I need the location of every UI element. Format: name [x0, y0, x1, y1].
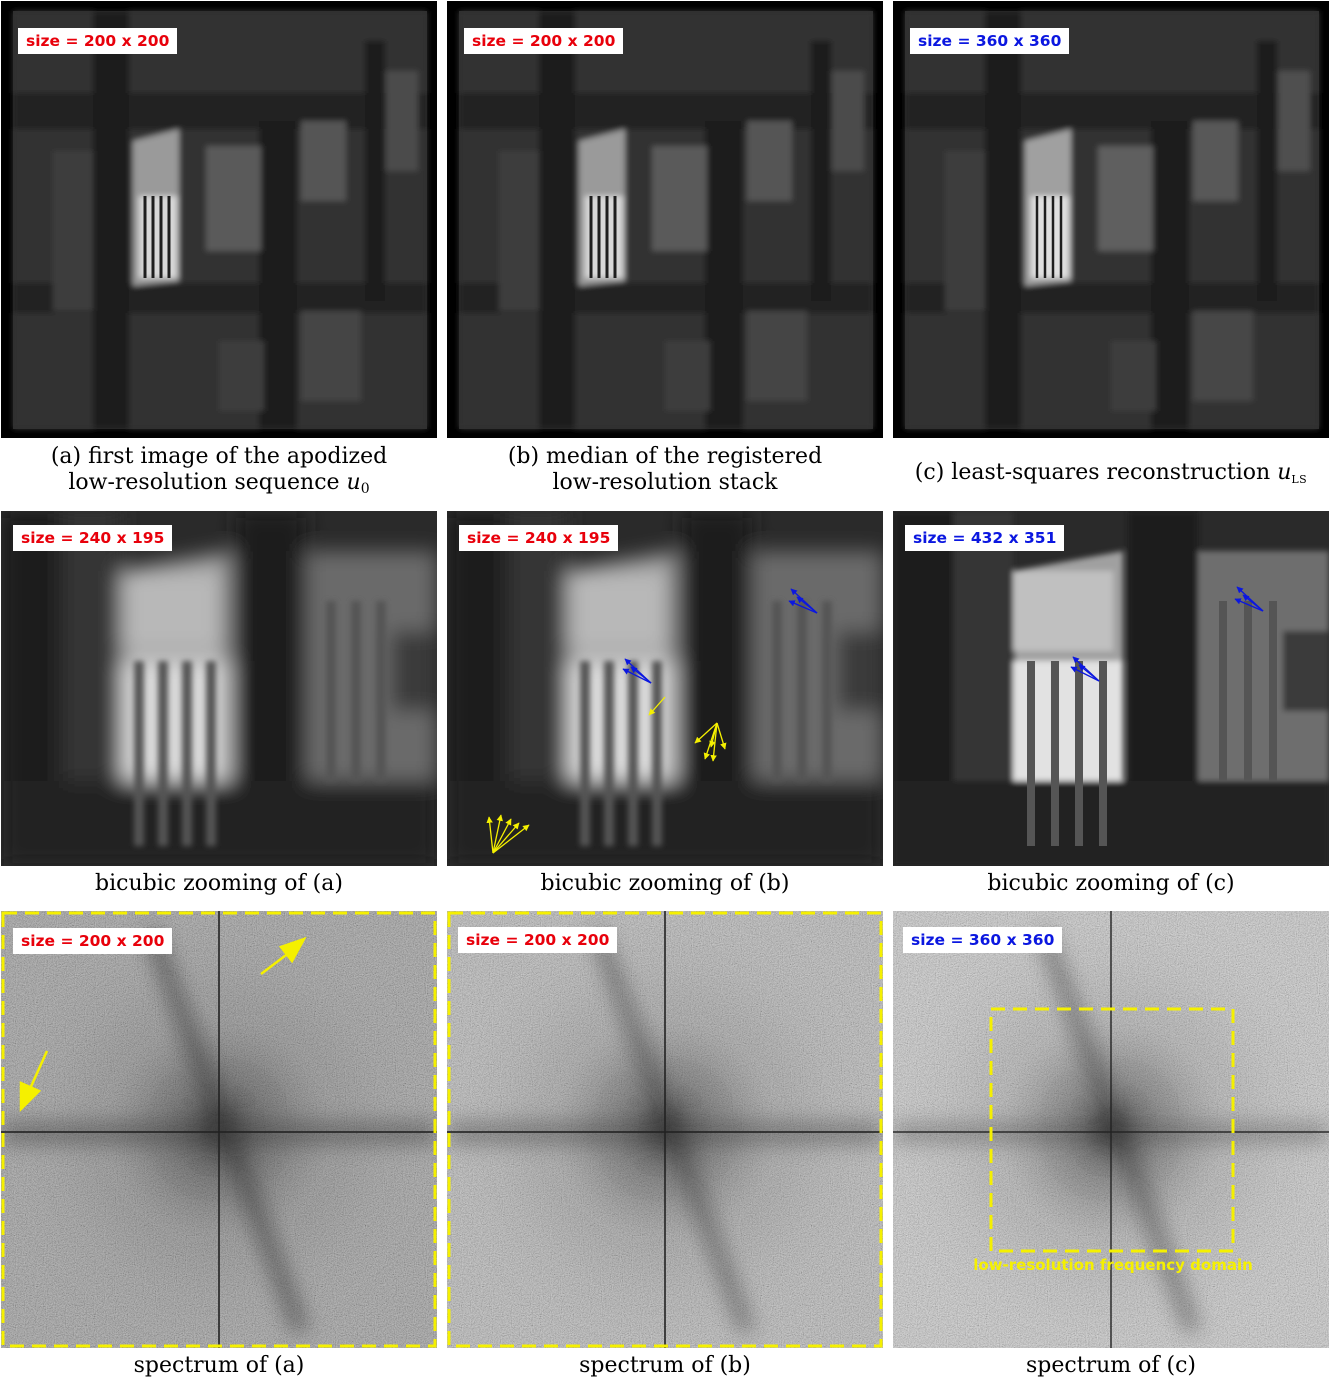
spectrum-image: [893, 911, 1329, 1348]
zoomed-building-image: [1, 511, 437, 866]
panel-zoom-b: size = 240 x 195: [447, 511, 883, 866]
spectrum-image: [1, 911, 437, 1348]
spectrum-image: [447, 911, 883, 1348]
panel-zoom-c: size = 432 x 351: [893, 511, 1329, 866]
caption-zoom-c: bicubic zooming of (c): [987, 871, 1235, 896]
building-image: [893, 1, 1329, 438]
panel-c-leastsquares: size = 360 x 360: [893, 1, 1329, 438]
blue-arrow-icon: [1070, 586, 1264, 682]
caption-b: (b) median of the registered low-resolut…: [507, 444, 823, 495]
panel-spectrum-a: size = 200 x 200: [1, 911, 437, 1348]
caption-zoom-b: bicubic zooming of (b): [540, 871, 790, 896]
size-badge: size = 432 x 351: [905, 525, 1065, 551]
caption-zoom-a: bicubic zooming of (a): [95, 871, 343, 896]
zoomed-building-image: [447, 511, 883, 866]
panel-a-lowres: size = 200 x 200: [1, 1, 437, 438]
size-badge: size = 200 x 200: [458, 927, 618, 953]
size-badge: size = 240 x 195: [459, 525, 619, 551]
size-badge: size = 200 x 200: [464, 28, 624, 54]
building-image: [447, 1, 883, 438]
caption-a: (a) first image of the apodized low-reso…: [50, 444, 388, 497]
low-resolution-domain-box: [989, 1007, 1235, 1253]
panel-zoom-a: size = 240 x 195: [1, 511, 437, 866]
low-resolution-domain-label: low-resolution frequency domain: [973, 1256, 1253, 1274]
panel-spectrum-b: size = 200 x 200: [447, 911, 883, 1348]
panel-spectrum-c: size = 360 x 360: [893, 911, 1329, 1348]
yellow-arrow-icon: [19, 936, 307, 1113]
caption-spectrum-c: spectrum of (c): [1026, 1353, 1196, 1378]
zoomed-building-image: [893, 511, 1329, 866]
caption-spectrum-b: spectrum of (b): [579, 1353, 751, 1378]
caption-spectrum-a: spectrum of (a): [133, 1353, 305, 1378]
yellow-arrow-icon: [486, 696, 727, 854]
size-badge: size = 360 x 360: [910, 28, 1070, 54]
size-badge: size = 240 x 195: [13, 525, 173, 551]
size-badge: size = 360 x 360: [903, 927, 1063, 953]
blue-arrow-icon: [622, 588, 818, 684]
size-badge: size = 200 x 200: [13, 928, 173, 954]
size-badge: size = 200 x 200: [18, 28, 178, 54]
building-image: [1, 1, 437, 438]
caption-c: (c) least-squares reconstruction uLS: [914, 460, 1308, 486]
panel-b-median: size = 200 x 200: [447, 1, 883, 438]
